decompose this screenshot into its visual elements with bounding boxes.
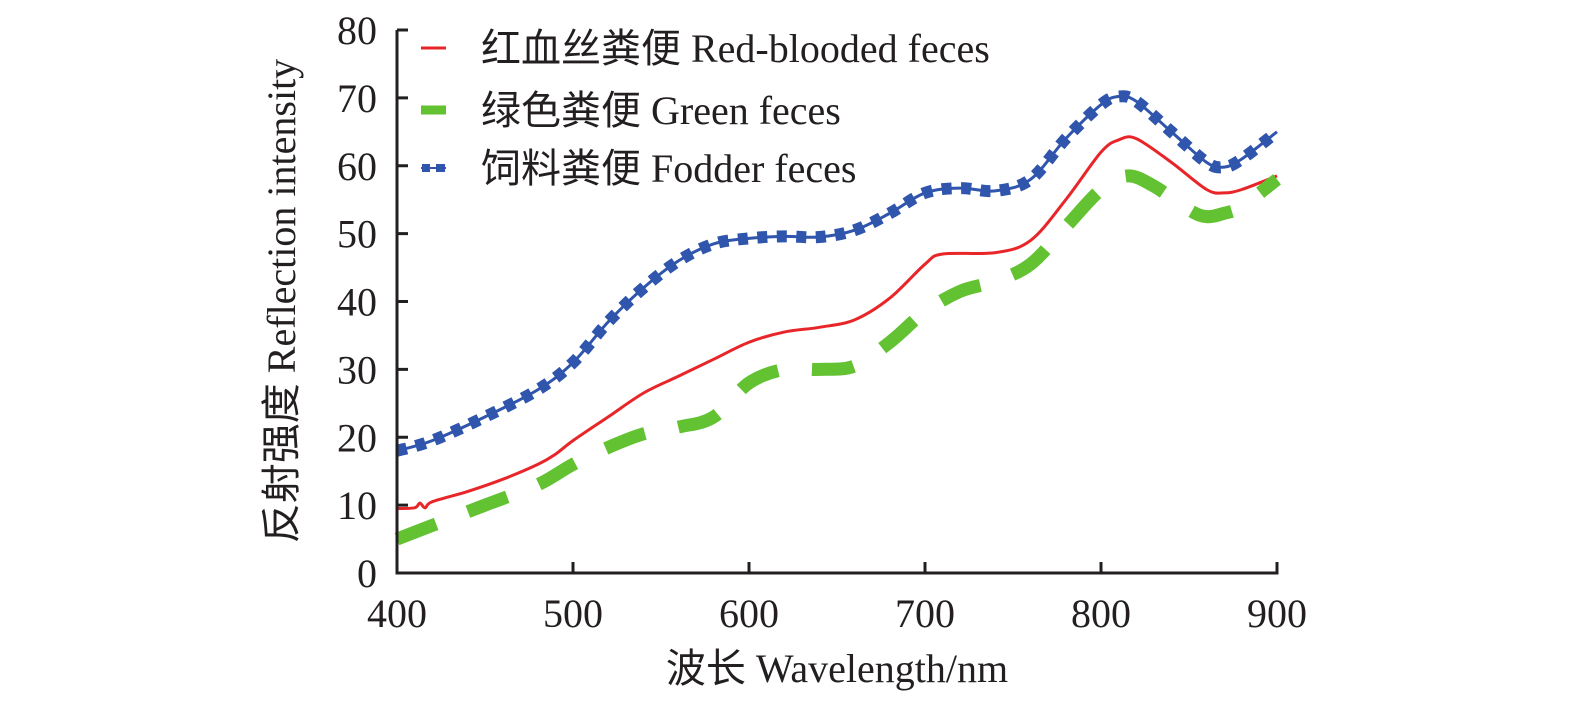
y-tick-label: 0 xyxy=(357,551,377,596)
y-axis-title: 反射强度 Reflection intensity xyxy=(259,59,304,543)
y-tick-label: 60 xyxy=(337,144,377,189)
y-tick-label: 20 xyxy=(337,415,377,460)
y-tick-label: 40 xyxy=(337,280,377,325)
legend: 红血丝粪便 Red-blooded feces 绿色粪便 Green feces 饲… xyxy=(421,26,990,191)
legend-swatch xyxy=(436,164,445,172)
y-tick-label: 70 xyxy=(337,76,377,121)
y-tick-label: 80 xyxy=(337,8,377,53)
x-tick-label: 400 xyxy=(367,591,427,636)
x-tick-label: 600 xyxy=(719,591,779,636)
series-1 xyxy=(394,169,1282,546)
x-tick-label: 700 xyxy=(895,591,955,636)
y-tick-label: 30 xyxy=(337,347,377,392)
legend-swatch xyxy=(422,164,430,172)
legend-item: 饲料粪便 Fodder feces xyxy=(421,146,856,191)
legend-label: 绿色粪便 Green feces xyxy=(481,88,841,133)
series-layer xyxy=(394,90,1282,546)
tick-labels: 0 10 20 30 40 50 60 70 80 400 500 600 700 800 900 xyxy=(337,8,1307,636)
x-tick-label: 900 xyxy=(1247,591,1307,636)
x-tick-label: 800 xyxy=(1071,591,1131,636)
axes xyxy=(395,28,1279,575)
legend-label: 饲料粪便 Fodder feces xyxy=(481,146,856,191)
y-tick-label: 50 xyxy=(337,212,377,257)
legend-label: 红血丝粪便 Red-blooded feces xyxy=(481,26,990,71)
x-tick-label: 500 xyxy=(543,591,603,636)
series-2 xyxy=(395,90,1281,457)
series-line xyxy=(396,135,1278,511)
legend-item: 红血丝粪便 Red-blooded feces xyxy=(421,26,990,71)
series-0 xyxy=(396,135,1278,511)
y-tick-label: 10 xyxy=(337,483,377,528)
legend-item: 绿色粪便 Green feces xyxy=(421,88,841,133)
x-axis-title: 波长 Wavelength/nm xyxy=(666,646,1008,691)
